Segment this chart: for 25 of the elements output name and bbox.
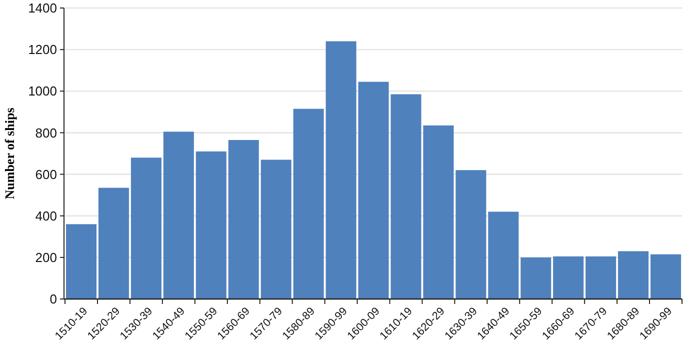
bar	[650, 254, 682, 299]
bar	[293, 108, 324, 299]
bar	[586, 256, 616, 299]
y-tick-label: 1000	[28, 84, 57, 99]
bar	[618, 251, 649, 299]
y-tick-label: 800	[35, 125, 57, 140]
bar	[130, 158, 162, 299]
y-axis-title: Number of ships	[2, 108, 17, 200]
y-tick-label: 0	[50, 292, 57, 307]
bar	[423, 125, 454, 299]
y-tick-label: 400	[35, 208, 57, 224]
bar	[66, 224, 96, 299]
bar	[228, 140, 259, 299]
y-tick-label: 600	[35, 166, 57, 182]
bar	[553, 256, 584, 299]
bar	[163, 132, 194, 299]
bar	[456, 170, 486, 299]
y-tick-label: 200	[35, 250, 57, 265]
bar	[98, 188, 129, 299]
y-tick-label: 1400	[28, 0, 57, 16]
bar	[260, 160, 292, 299]
bar	[488, 212, 519, 299]
y-tick-label: 1200	[28, 42, 57, 58]
bar	[196, 151, 226, 299]
bar	[520, 257, 552, 299]
